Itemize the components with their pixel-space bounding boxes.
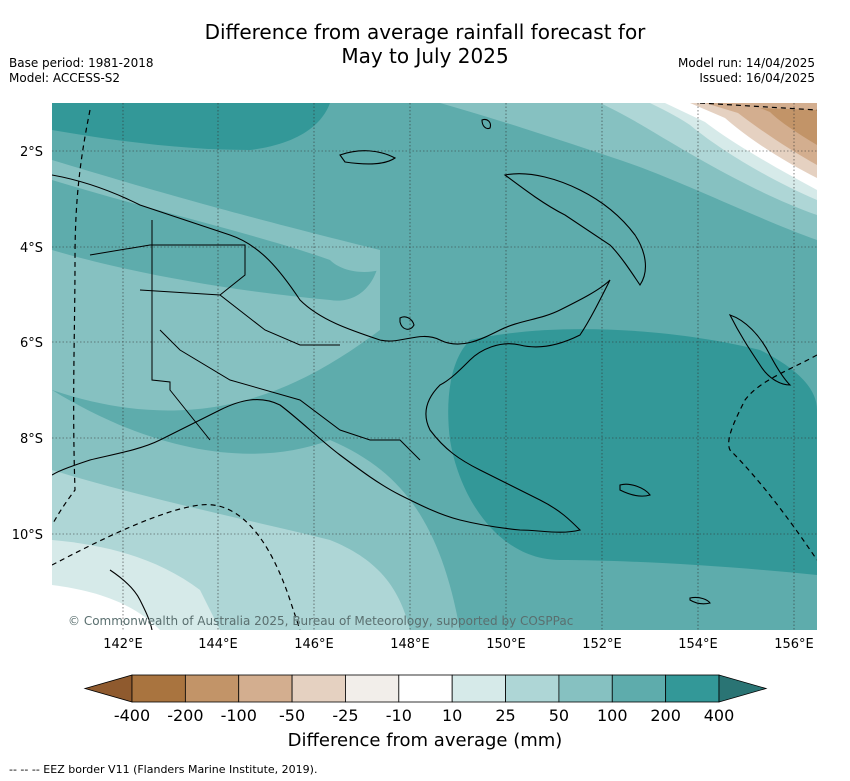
title-line-1: Difference from average rainfall forecas… bbox=[204, 20, 646, 44]
lon-label: 144°E bbox=[198, 637, 238, 652]
colorbar-segment bbox=[665, 674, 720, 703]
map-title: Difference from average rainfall forecas… bbox=[0, 20, 850, 68]
graticule bbox=[52, 103, 817, 630]
colorbar-tick-label: 25 bbox=[495, 706, 515, 725]
colorbar-tick-label: 200 bbox=[650, 706, 681, 725]
colorbar-tick-label: 400 bbox=[704, 706, 735, 725]
colorbar-extend-high bbox=[718, 674, 768, 703]
colorbar-segment bbox=[345, 674, 400, 703]
colorbar-extend-low bbox=[83, 674, 133, 703]
latitude-labels: 2°S 4°S 6°S 8°S 10°S bbox=[12, 145, 43, 543]
colorbar-tick-label: -10 bbox=[386, 706, 412, 725]
issued-date: Issued: 16/04/2025 bbox=[699, 71, 815, 85]
colorbar-segment bbox=[451, 674, 506, 703]
colorbar-tick-label: -50 bbox=[279, 706, 305, 725]
colorbar-segment bbox=[238, 674, 293, 703]
eez-borders bbox=[52, 103, 817, 630]
colorbar-segment bbox=[184, 674, 240, 703]
borders bbox=[89, 220, 421, 461]
colorbar: -400 -200 -100 -50 -25 -10 10 25 50 100 200 400 bbox=[83, 674, 768, 725]
lon-label: 148°E bbox=[390, 637, 430, 652]
lat-label: 10°S bbox=[12, 528, 43, 543]
title-line-2: May to July 2025 bbox=[341, 44, 509, 68]
lat-label: 8°S bbox=[20, 432, 43, 447]
colorbar-segment bbox=[131, 674, 186, 703]
eez-footnote: -- -- -- EEZ border V11 (Flanders Marine… bbox=[9, 763, 318, 776]
colorbar-tick-label: -25 bbox=[332, 706, 358, 725]
meta-left: Base period: 1981-2018 Model: ACCESS-S2 bbox=[9, 56, 154, 86]
lon-label: 142°E bbox=[103, 637, 143, 652]
colorbar-tick-label: 50 bbox=[549, 706, 569, 725]
lat-label: 4°S bbox=[20, 241, 43, 256]
colorbar-tick-label: -200 bbox=[167, 706, 203, 725]
coastlines bbox=[52, 118, 792, 630]
lat-label: 6°S bbox=[20, 336, 43, 351]
colorbar-tick-label: 100 bbox=[597, 706, 628, 725]
model-name: Model: ACCESS-S2 bbox=[9, 71, 121, 85]
meta-right: Model run: 14/04/2025 Issued: 16/04/2025 bbox=[678, 56, 815, 86]
lon-label: 154°E bbox=[678, 637, 718, 652]
colorbar-tick-label: -400 bbox=[114, 706, 150, 725]
colorbar-segment bbox=[558, 674, 613, 703]
colorbar-title: Difference from average (mm) bbox=[287, 730, 563, 751]
longitude-labels: 142°E 144°E 146°E 148°E 150°E 152°E 154°… bbox=[103, 637, 814, 652]
colorbar-tick-label: -100 bbox=[221, 706, 257, 725]
lon-label: 146°E bbox=[294, 637, 334, 652]
lon-label: 156°E bbox=[774, 637, 814, 652]
colorbar-segment bbox=[398, 674, 453, 703]
colorbar-tick-label: 10 bbox=[442, 706, 462, 725]
model-run: Model run: 14/04/2025 bbox=[677, 56, 815, 70]
lat-label: 2°S bbox=[20, 145, 43, 160]
lon-label: 152°E bbox=[582, 637, 622, 652]
base-period: Base period: 1981-2018 bbox=[9, 56, 154, 70]
colorbar-segment bbox=[505, 674, 560, 703]
lon-label: 150°E bbox=[486, 637, 526, 652]
rainfall-contours bbox=[52, 103, 817, 630]
colorbar-segment bbox=[291, 674, 346, 703]
colorbar-segment bbox=[611, 674, 667, 703]
copyright-notice: © Commonwealth of Australia 2025, Bureau… bbox=[68, 614, 574, 628]
